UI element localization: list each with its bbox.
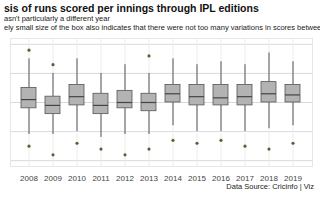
- html-text:sis of runs scored per innings: sis of runs scored per innings through I…: [4, 2, 259, 14]
- html-text:asn't particularly a different: asn't particularly a different year: [4, 14, 110, 23]
- svg-text:2009: 2009: [44, 174, 62, 182]
- svg-text:2019: 2019: [284, 174, 302, 182]
- svg-text:2013: 2013: [140, 174, 158, 182]
- svg-text:2014: 2014: [164, 174, 182, 182]
- html-text:Data Source: Cricinfo | Viz: Data Source: Cricinfo | Viz: [226, 182, 314, 191]
- svg-text:2012: 2012: [116, 174, 134, 182]
- svg-text:2010: 2010: [68, 174, 86, 182]
- svg-text:2008: 2008: [20, 174, 38, 182]
- svg-text:2015: 2015: [188, 174, 206, 182]
- svg-text:2017: 2017: [236, 174, 254, 182]
- svg-text:2018: 2018: [260, 174, 278, 182]
- svg-text:2011: 2011: [92, 174, 110, 182]
- svg-text:2016: 2016: [212, 174, 230, 182]
